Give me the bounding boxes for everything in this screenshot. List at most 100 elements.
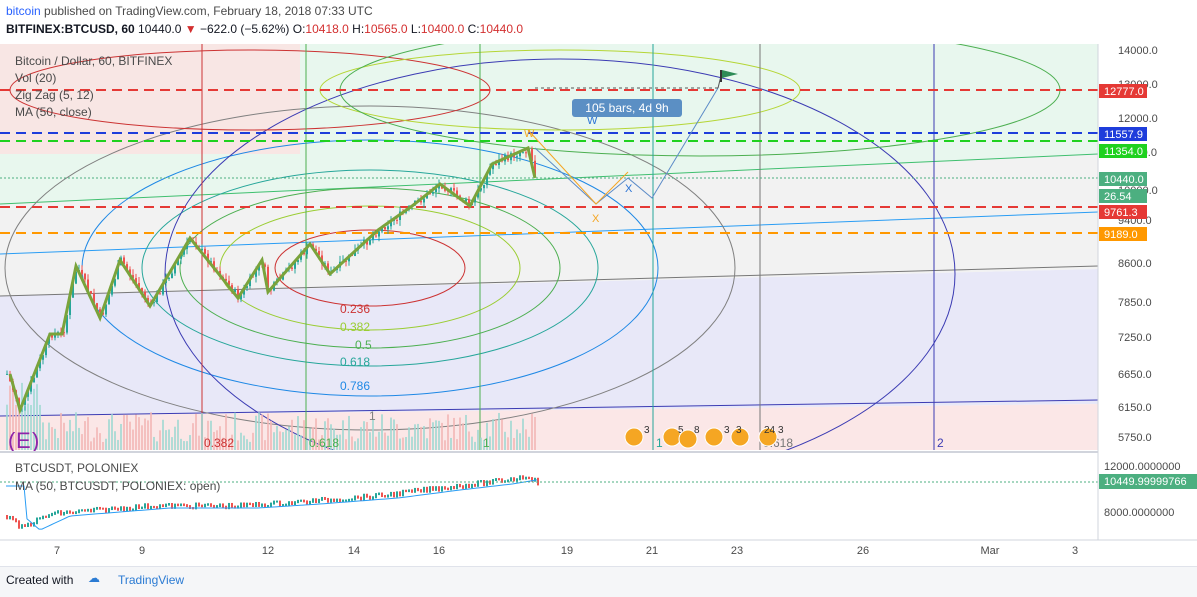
sub-candle	[228, 502, 230, 510]
author-link[interactable]: bitcoin	[6, 4, 41, 18]
time-axis[interactable]: 7 9 12 14 16 19 21 23 26 Mar 3	[54, 545, 1078, 557]
candle-body	[237, 289, 239, 300]
volume-bar	[69, 419, 71, 450]
sub-candle	[27, 522, 29, 527]
tradingview-link[interactable]: TradingView	[118, 573, 185, 587]
candle-body	[444, 188, 446, 191]
volume-bar	[231, 434, 233, 450]
sub-candle	[60, 510, 62, 516]
sub-candle	[360, 496, 362, 501]
sub-candle	[132, 508, 134, 512]
sub-title[interactable]: BTCUSDT, POLONIEX	[15, 461, 138, 475]
volume-bar	[486, 422, 488, 450]
volume-bar	[267, 413, 269, 450]
sub-candle	[513, 477, 515, 482]
volume-bar	[423, 426, 425, 450]
legend-zigzag[interactable]: Zig Zag (5, 12)	[15, 88, 94, 102]
sub-candle	[435, 486, 437, 491]
price-axis[interactable]	[1098, 44, 1197, 540]
legend-ma[interactable]: MA (50, close)	[15, 105, 92, 119]
sub-candle	[495, 478, 497, 482]
candle-body	[33, 377, 35, 383]
volume-bar	[222, 437, 224, 450]
event-count: 24	[764, 425, 776, 436]
volume-bar	[522, 418, 524, 450]
volume-bar	[450, 437, 452, 450]
red-zone	[0, 44, 300, 154]
volume-bar	[462, 423, 464, 450]
event-icon[interactable]	[758, 427, 778, 447]
fan-line	[0, 265, 1098, 297]
high-value: 10565.0	[364, 22, 408, 36]
event-icon[interactable]	[730, 427, 750, 447]
candle-body	[72, 283, 74, 298]
sub-candle	[222, 503, 224, 508]
sub-candle	[390, 491, 392, 497]
candle-body	[378, 231, 380, 237]
event-count: 3	[644, 425, 650, 436]
event-icon[interactable]	[704, 427, 724, 447]
volume-bar	[180, 438, 182, 450]
volume-bar	[438, 420, 440, 450]
sub-candle	[405, 489, 407, 493]
sub-candle	[99, 506, 101, 510]
candle-body	[306, 245, 308, 255]
price-tick-label: 8600.0	[1118, 258, 1152, 270]
event-icon[interactable]	[678, 429, 698, 449]
event-icon[interactable]	[624, 427, 644, 447]
tradingview-logo-icon[interactable]: ☁	[88, 571, 100, 585]
volume-bar	[168, 429, 170, 450]
volume-bar	[42, 422, 44, 450]
candle-body	[75, 271, 77, 284]
volume-bar	[288, 426, 290, 450]
volume-bar	[354, 441, 356, 450]
time-tick-label: 19	[561, 545, 573, 557]
sub-candle	[93, 507, 95, 513]
candle-body	[54, 333, 56, 338]
legend: Bitcoin / Dollar, 60, BITFINEX Vol (20) …	[15, 54, 172, 119]
event-markers[interactable]: 3 5 8 3 3 24 3	[624, 425, 784, 449]
price-badges: 12777.0 11557.9 11354.0 10440.0 26.54 9761.3 9…	[1099, 84, 1147, 241]
time-fib-label: 2	[937, 436, 944, 450]
volume-bar	[201, 413, 203, 450]
sub-candle	[528, 476, 530, 480]
candle-body	[234, 289, 236, 293]
time-tick-label: 23	[731, 545, 743, 557]
time-tick-label: 12	[262, 545, 274, 557]
sub-candle	[195, 502, 197, 510]
price-tick-label: 14000.0	[1118, 45, 1158, 57]
sub-ma-legend[interactable]: MA (50, BTCUSDT, POLONIEX: open)	[15, 479, 220, 493]
volume-bar	[183, 441, 185, 450]
wave-label-w: W	[524, 128, 535, 140]
volume-bar	[27, 403, 29, 450]
sub-candle	[174, 503, 176, 509]
sub-candle	[444, 486, 446, 490]
volume-bar	[273, 432, 275, 450]
sub-candle	[327, 497, 329, 503]
sub-candle	[474, 483, 476, 487]
chart-canvas[interactable]: W W X X 105 bars, 4d 9h 0.236 0.382 0.5 …	[0, 44, 1197, 566]
sub-candle	[45, 515, 47, 518]
candle-body	[477, 190, 479, 198]
volume-bar	[384, 432, 386, 450]
volume-bar	[9, 385, 11, 450]
flag-icon[interactable]	[720, 70, 738, 82]
sub-candle	[273, 500, 275, 505]
sub-candle	[396, 491, 398, 498]
volume-bar	[402, 437, 404, 450]
price-badge: 26.54	[1099, 189, 1147, 203]
legend-main[interactable]: Bitcoin / Dollar, 60, BITFINEX	[15, 54, 172, 68]
volume-bar	[33, 388, 35, 450]
volume-bar	[75, 412, 77, 450]
sub-candle	[96, 506, 98, 510]
sub-candle	[312, 498, 314, 503]
volume-bar	[297, 416, 299, 450]
sub-candle	[333, 498, 335, 503]
sub-candle	[471, 483, 473, 489]
legend-vol[interactable]: Vol (20)	[15, 71, 56, 85]
volume-bar	[507, 437, 509, 450]
candle-body	[294, 262, 296, 269]
sub-candle	[102, 507, 104, 510]
time-tick-label: 26	[857, 545, 869, 557]
sub-candle	[147, 503, 149, 510]
